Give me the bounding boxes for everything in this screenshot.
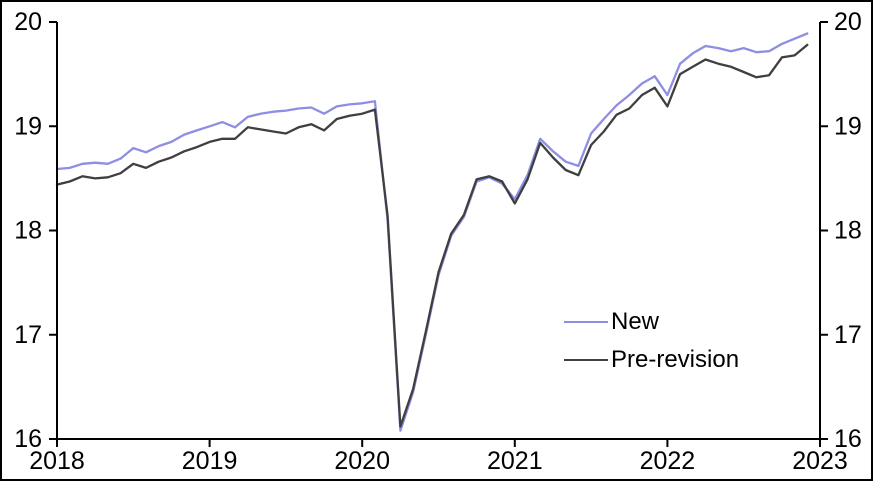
legend-line-swatch-new — [564, 321, 608, 323]
legend-item-new: New — [564, 303, 739, 341]
x-axis-label: 2020 — [334, 447, 390, 475]
y-axis-label-right: 18 — [834, 217, 862, 245]
x-axis-label: 2018 — [29, 447, 85, 475]
y-axis-label-right: 16 — [834, 425, 862, 453]
series-line-pre-revision — [55, 43, 809, 428]
legend: New Pre-revision — [564, 303, 739, 379]
y-axis-label-right: 19 — [834, 112, 862, 140]
legend-line-swatch-pre-revision — [564, 359, 608, 361]
x-axis-label: 2023 — [792, 447, 848, 475]
y-axis-label-left: 20 — [14, 8, 42, 36]
y-axis-label-left: 16 — [14, 425, 42, 453]
legend-label-new: New — [611, 308, 660, 335]
y-axis-label-right: 17 — [834, 321, 862, 349]
x-axis-label: 2019 — [182, 447, 238, 475]
y-axis-label-left: 19 — [14, 112, 42, 140]
legend-label-pre-revision: Pre-revision — [611, 346, 740, 373]
x-axis-label: 2022 — [640, 447, 696, 475]
y-axis-label-left: 18 — [14, 217, 42, 245]
y-axis-label-left: 17 — [14, 321, 42, 349]
legend-item-pre-revision: Pre-revision — [564, 341, 739, 379]
x-axis-label: 2021 — [487, 447, 543, 475]
y-axis-label-right: 20 — [834, 8, 862, 36]
